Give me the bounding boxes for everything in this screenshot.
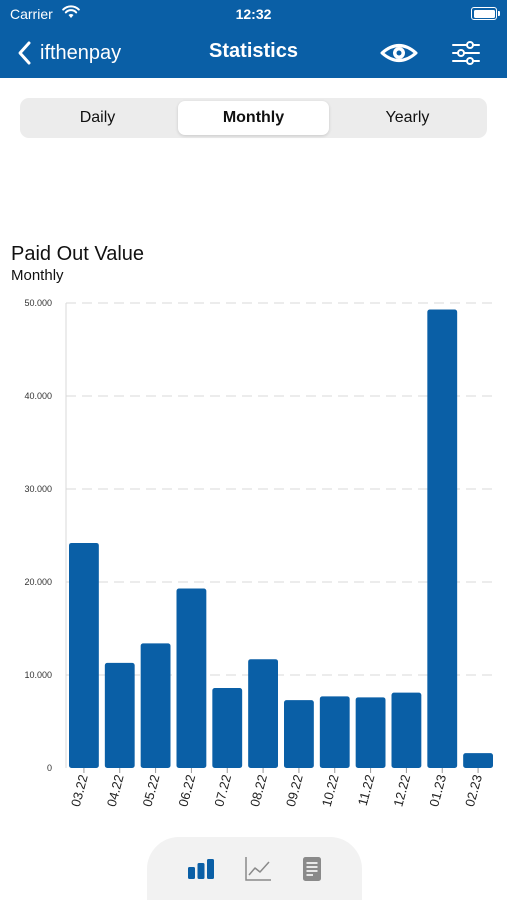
back-button[interactable]: ifthenpay	[12, 38, 121, 68]
x-tick-label: 08.22	[247, 773, 270, 808]
x-tick-label: 06.22	[175, 773, 198, 808]
bar[interactable]	[104, 662, 135, 768]
filter-sliders-icon[interactable]	[450, 38, 482, 68]
document-icon[interactable]	[295, 852, 329, 886]
bar[interactable]	[319, 696, 350, 768]
y-tick-label: 0	[47, 763, 52, 773]
bar-chart-icon[interactable]	[184, 852, 218, 886]
segment-yearly[interactable]: Yearly	[385, 109, 430, 126]
line-chart-icon[interactable]	[241, 852, 275, 886]
bar[interactable]	[176, 588, 207, 768]
x-tick-label: 01.23	[426, 773, 449, 808]
bar[interactable]	[391, 692, 422, 768]
bar[interactable]	[140, 643, 171, 768]
back-label: ifthenpay	[40, 41, 122, 64]
chart-subtitle: Monthly	[11, 267, 64, 284]
status-bar: Carrier 12:32	[0, 0, 507, 28]
x-tick-label: 10.22	[319, 773, 342, 808]
navigation-bar: ifthenpay Statistics	[0, 28, 507, 78]
bar[interactable]	[463, 753, 493, 768]
y-tick-label: 10.000	[24, 670, 52, 680]
period-segmented-control: Daily Monthly Yearly	[20, 98, 487, 138]
y-tick-label: 50.000	[24, 298, 52, 308]
chart-title: Paid Out Value	[11, 243, 145, 265]
carrier-label: Carrier	[10, 6, 53, 22]
x-tick-label: 07.22	[211, 773, 234, 808]
eye-icon[interactable]	[380, 37, 418, 69]
bar[interactable]	[212, 688, 243, 768]
paid-out-bar-chart: 0 10.000 20.000 30.000 40.000 50.000 03.22 04.2…	[24, 298, 496, 808]
y-tick-label: 30.000	[24, 484, 52, 494]
x-tick-label: 02.23	[462, 773, 485, 808]
x-tick-label: 04.22	[104, 773, 127, 808]
bar[interactable]	[284, 700, 314, 768]
y-tick-label: 40.000	[24, 391, 52, 401]
x-tick-label: 11.22	[355, 773, 378, 807]
bar[interactable]	[69, 542, 99, 768]
x-tick-label: 09.22	[283, 773, 306, 808]
segment-monthly[interactable]: Monthly	[178, 101, 329, 135]
bar[interactable]	[248, 659, 278, 768]
chevron-left-icon	[18, 41, 31, 65]
clock: 12:32	[235, 6, 272, 22]
y-tick-label: 20.000	[24, 577, 52, 587]
wifi-icon	[62, 5, 80, 18]
battery-icon	[471, 7, 500, 20]
x-tick-label: 03.22	[68, 773, 91, 808]
segment-daily[interactable]: Daily	[79, 109, 116, 126]
bottom-tab-bar	[147, 837, 362, 900]
bar[interactable]	[355, 697, 386, 768]
bar[interactable]	[427, 309, 458, 768]
x-tick-label: 05.22	[140, 773, 163, 808]
x-tick-label: 12.22	[390, 773, 413, 808]
